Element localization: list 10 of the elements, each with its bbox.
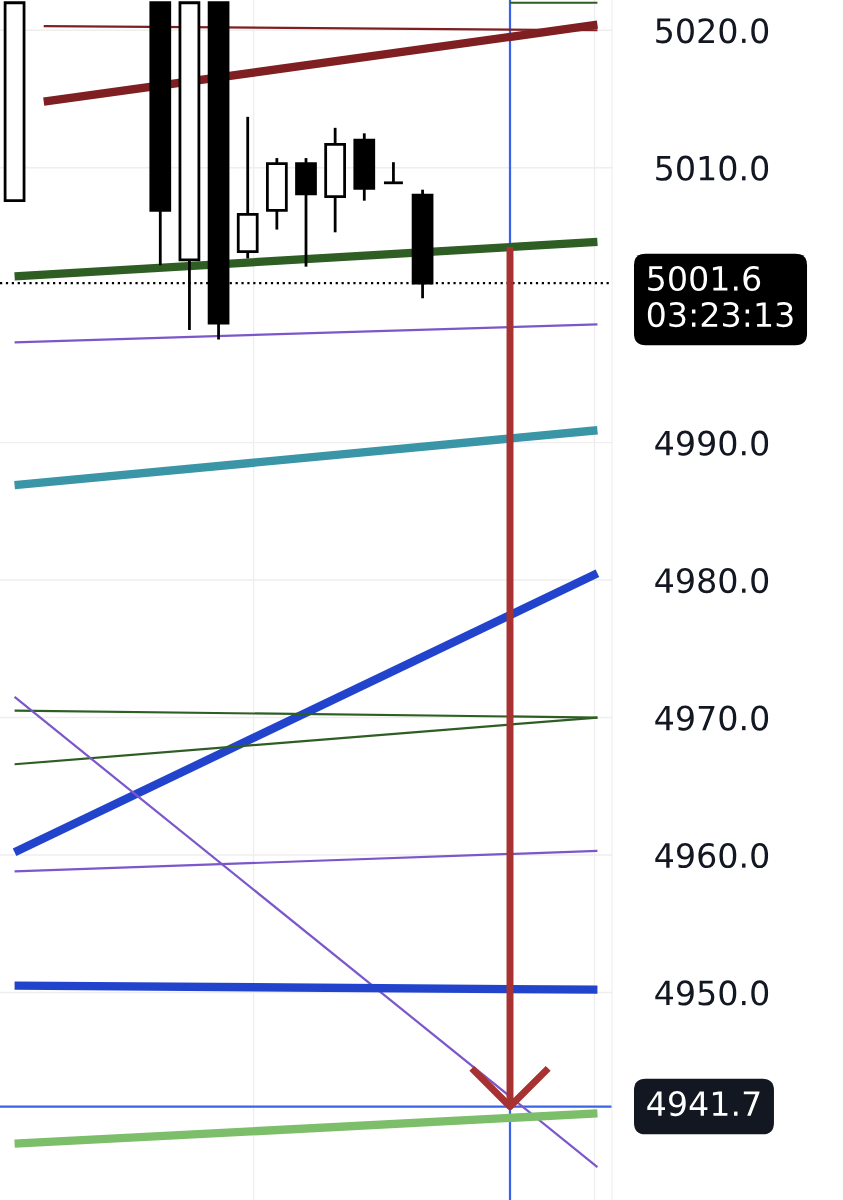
text: 03:23:13 [647, 301, 793, 328]
y-tick-label: 4990.0 [655, 430, 769, 456]
y-tick-label: 4960.0 [655, 842, 769, 869]
y-tick-label: 4980.0 [655, 567, 769, 594]
ref-line-label: 4941.7 [647, 1090, 760, 1117]
ref-line-label: 5001.6 [648, 265, 761, 292]
y-tick-label: 5010.0 [656, 155, 769, 181]
y-tick-label: 5020.0 [656, 18, 769, 44]
y-tick-label: 4950.0 [655, 980, 769, 1006]
y-tick-label: 4970.0 [655, 705, 769, 731]
